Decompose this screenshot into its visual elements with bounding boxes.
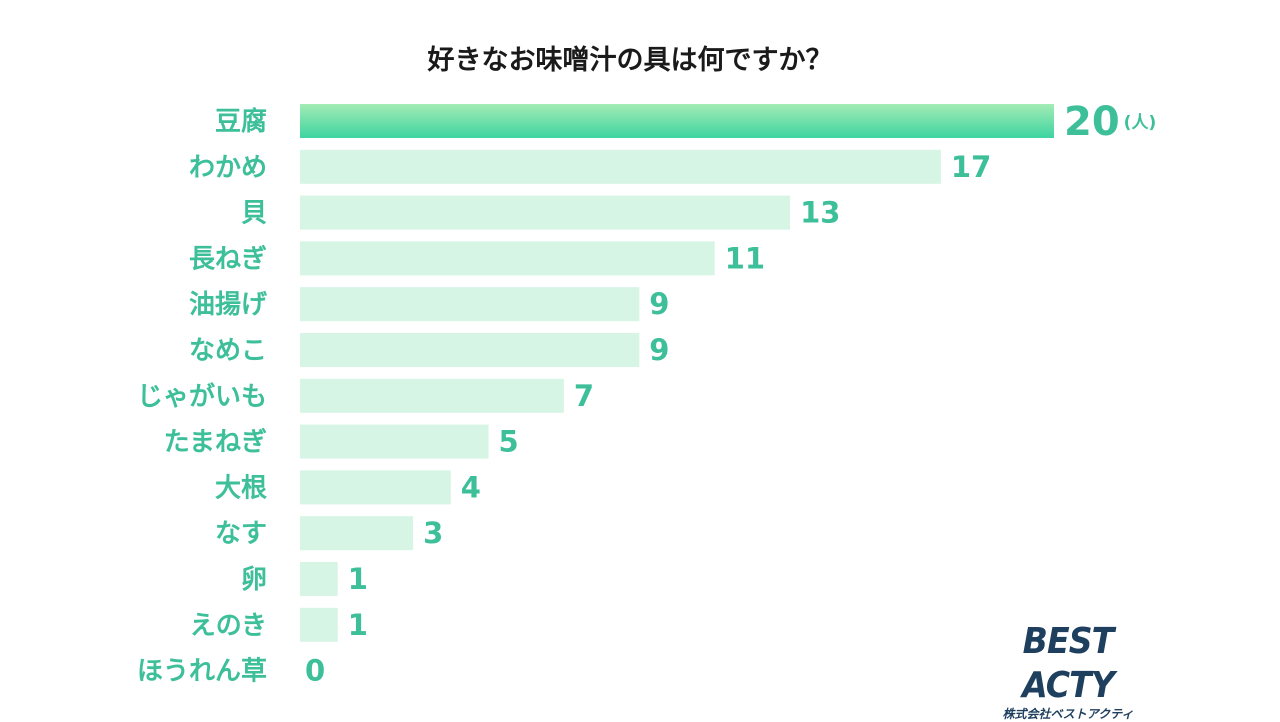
- value-label: 9: [649, 333, 669, 367]
- value-label: 7: [574, 379, 594, 413]
- value-label: 1: [348, 608, 368, 642]
- bar: [300, 424, 489, 459]
- logo-company-name: 株式会社ベストアクティ: [1002, 707, 1134, 721]
- logo-wordmark: BEST ACTY: [1022, 621, 1115, 706]
- bar-highlight: [300, 104, 1054, 138]
- category-label: なめこ: [189, 336, 267, 366]
- bar: [300, 333, 640, 367]
- category-label: えのき: [190, 611, 267, 641]
- category-label: ほうれん草: [137, 657, 267, 687]
- bar: [300, 562, 338, 596]
- value-label: 4: [461, 470, 481, 504]
- value-label: 0: [305, 654, 325, 688]
- company-logo: BEST ACTY 株式会社ベストアクティ: [968, 620, 1168, 722]
- category-label: 油揚げ: [189, 290, 268, 320]
- bar: [300, 287, 640, 322]
- category-label: なす: [215, 519, 267, 549]
- bar: [300, 195, 791, 230]
- bar: [300, 516, 414, 551]
- value-label: 9: [649, 287, 669, 321]
- bar: [300, 607, 338, 642]
- category-label: 貝: [241, 199, 267, 229]
- value-label: 13: [800, 196, 840, 230]
- value-label: 11: [725, 241, 765, 275]
- category-label: 豆腐: [215, 107, 267, 137]
- bar: [300, 149, 941, 184]
- bar: [300, 378, 564, 413]
- unit-label: (人): [1124, 113, 1157, 133]
- category-label: わかめ: [189, 153, 267, 183]
- value-label: 17: [951, 150, 991, 184]
- category-label: 大根: [215, 473, 267, 503]
- category-label: じゃがいも: [137, 381, 267, 412]
- chart-title: 好きなお味噌汁の具は何ですか？: [427, 45, 833, 76]
- bar: [300, 470, 451, 505]
- value-label: 20: [1064, 99, 1120, 145]
- bar: [300, 241, 715, 276]
- value-label: 3: [423, 516, 443, 550]
- category-label: 卵: [241, 565, 267, 595]
- value-label: 1: [348, 562, 368, 596]
- value-label: 5: [499, 425, 519, 459]
- category-label: 長ねぎ: [189, 244, 267, 274]
- category-label: たまねぎ: [164, 428, 267, 458]
